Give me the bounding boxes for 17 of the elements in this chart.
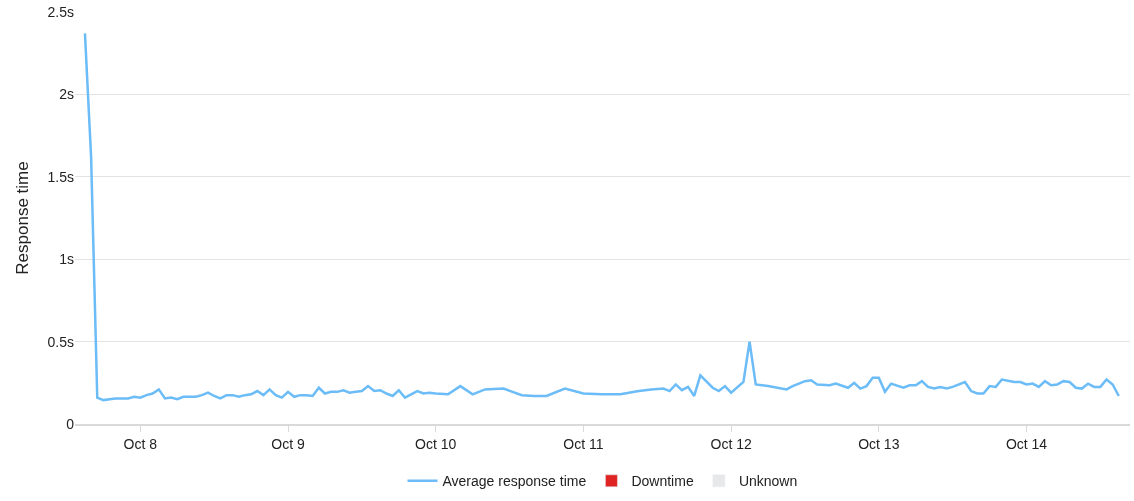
y-axis-title: Response time bbox=[13, 161, 33, 275]
y-tick-label: 1.5s bbox=[47, 168, 74, 185]
x-tick-label: Oct 13 bbox=[858, 435, 900, 452]
y-tick-label: 0.5s bbox=[47, 333, 74, 350]
y-tick-label: 2.5s bbox=[47, 3, 74, 20]
x-tick-label: Oct 11 bbox=[563, 435, 604, 452]
x-tick-label: Oct 14 bbox=[1005, 435, 1048, 452]
x-tick-label: Oct 8 bbox=[123, 435, 158, 452]
legend-label: Average response time bbox=[442, 473, 587, 490]
legend-label: Downtime bbox=[631, 473, 694, 490]
y-tick-label: 2s bbox=[59, 86, 74, 103]
y-tick-label: 1s bbox=[59, 251, 74, 268]
x-tick-label: Oct 10 bbox=[415, 435, 457, 452]
y-tick-label: 0 bbox=[66, 415, 75, 432]
x-tick-label: Oct 12 bbox=[710, 435, 752, 452]
x-tick-label: Oct 9 bbox=[271, 435, 305, 452]
legend-label: Unknown bbox=[738, 473, 798, 490]
